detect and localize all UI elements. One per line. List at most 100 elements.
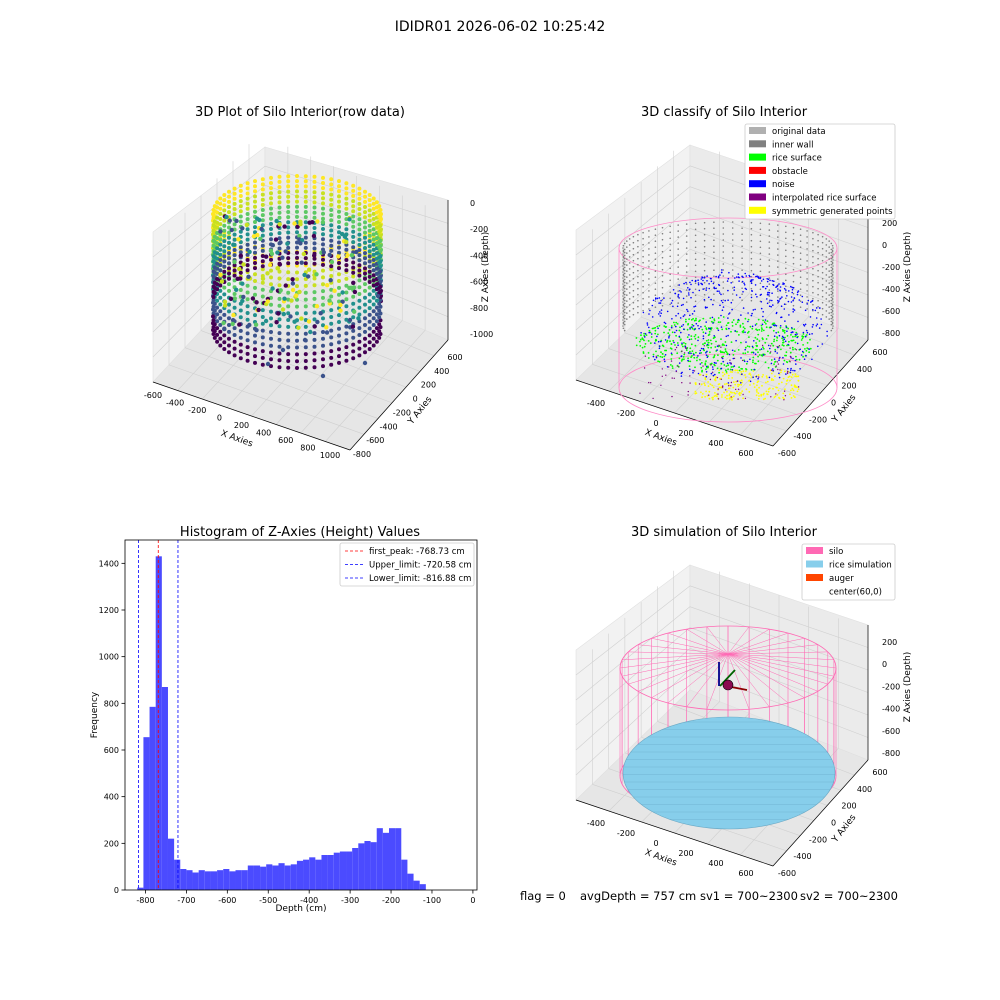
noise-point [687, 287, 689, 289]
symmetric-point [748, 391, 751, 393]
symmetric-point [753, 386, 756, 388]
wall-point [623, 320, 626, 323]
wall-point [632, 295, 635, 298]
silo-roof-line [727, 653, 818, 692]
data-point [265, 361, 271, 367]
data-point [253, 279, 257, 283]
wall-point [622, 273, 625, 276]
wall-point [628, 274, 631, 276]
data-point [269, 237, 273, 242]
noise-point [791, 331, 794, 333]
noise-point [668, 337, 670, 339]
data-point [295, 214, 299, 219]
noise-point [682, 324, 685, 326]
wall-point [623, 272, 626, 275]
noise-point [797, 290, 800, 292]
data-point [280, 307, 286, 312]
symmetric-point [736, 390, 738, 393]
data-point [329, 208, 334, 212]
surface-point [670, 325, 673, 327]
symmetric-point [772, 387, 774, 390]
data-point [367, 285, 372, 290]
interpolated-point [655, 355, 657, 357]
symmetric-point [797, 379, 800, 382]
symmetric-point [767, 390, 770, 393]
interpolated-point [650, 382, 652, 384]
noise-point [782, 283, 784, 286]
data-point [377, 308, 382, 313]
surface-point [725, 328, 728, 331]
data-point [371, 278, 376, 283]
wall-point [642, 285, 644, 288]
data-point [269, 350, 273, 355]
wall-point [623, 305, 626, 308]
noise-point [775, 332, 777, 334]
surface-point [661, 344, 664, 347]
wall-point [750, 239, 753, 242]
wall-point [830, 296, 833, 299]
surface-point [795, 355, 797, 358]
wall-point [828, 252, 830, 254]
noise-point [775, 311, 778, 314]
wall-point [768, 253, 771, 255]
surface-point [681, 343, 683, 346]
axis-line [772, 759, 869, 867]
wall-point [830, 284, 833, 287]
data-point [269, 275, 273, 280]
wall-point [648, 266, 650, 268]
wall-point [741, 227, 743, 229]
noise-point [681, 325, 683, 328]
data-point [253, 199, 257, 204]
wall-point [828, 240, 830, 242]
histogram-reference-lines [138, 540, 179, 890]
wall-point [825, 280, 828, 282]
data-point [351, 204, 356, 209]
noise-point [753, 340, 755, 342]
data-point [367, 333, 372, 338]
interpolated-point [733, 357, 736, 360]
data-point [286, 304, 291, 309]
histogram-bar [155, 556, 162, 890]
wall-point [832, 271, 834, 273]
wall-point [785, 297, 787, 300]
surface-point [688, 318, 690, 320]
data-point [312, 344, 317, 349]
noise-point [820, 318, 822, 320]
wall-point [685, 247, 688, 249]
surface-point [713, 319, 716, 322]
interpolated-point [689, 382, 691, 384]
noise-point [727, 289, 729, 292]
tick-label: -600 [470, 278, 488, 287]
data-point [371, 211, 376, 216]
histogram-axes-frame [124, 539, 478, 891]
wall-point [741, 251, 743, 253]
wall-point [632, 247, 635, 250]
surface-point [731, 325, 734, 327]
symmetric-point [794, 373, 797, 375]
interpolated-point [783, 390, 786, 392]
data-point [260, 355, 265, 360]
simulation-3d-panel: 3D simulation of Silo Interior -400-2000… [575, 525, 913, 878]
noise-point [734, 277, 736, 279]
data-point [351, 301, 356, 306]
interpolated-point [730, 396, 732, 398]
data-point [260, 264, 265, 269]
surface-point [762, 346, 764, 349]
wall-point [694, 234, 697, 237]
data-point [269, 257, 273, 262]
symmetric-point [699, 373, 702, 376]
wall-point [812, 273, 814, 276]
data-point [371, 222, 376, 227]
noise-point [733, 286, 736, 289]
symmetric-point [764, 397, 766, 400]
data-point [238, 328, 243, 333]
data-point [344, 222, 349, 227]
wall-point [637, 311, 639, 314]
interpolated-point [689, 375, 691, 377]
surface-point [707, 339, 710, 341]
surface-point [755, 328, 757, 331]
data-point [371, 295, 376, 300]
data-point [371, 283, 376, 288]
data-point [277, 205, 282, 210]
wall-point [722, 287, 725, 289]
